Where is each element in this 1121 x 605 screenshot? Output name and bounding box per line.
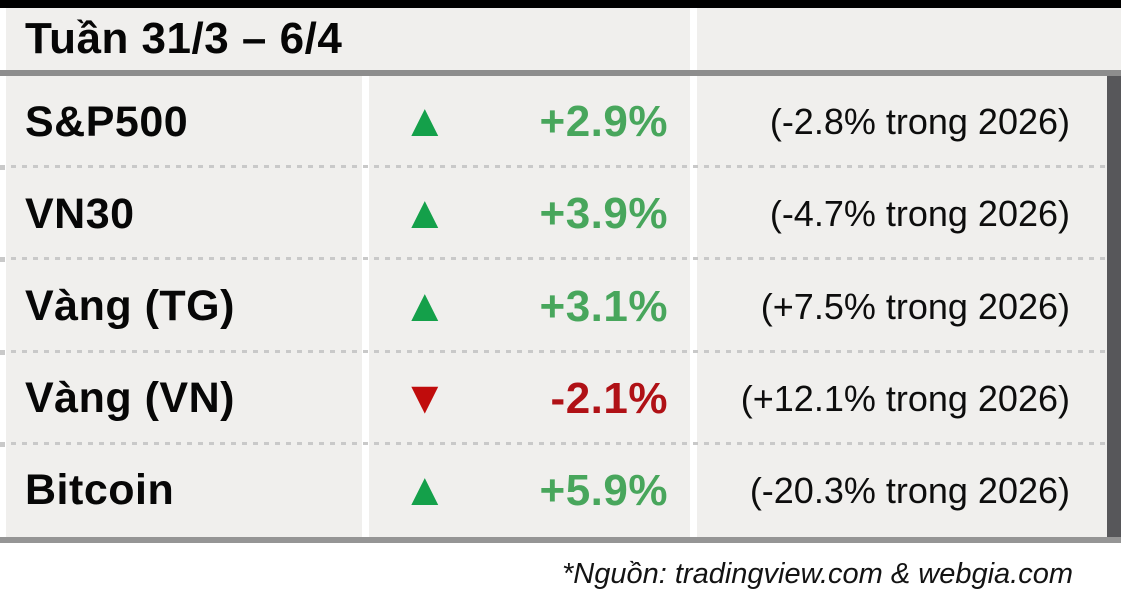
weekly-change-value: +3.1% (539, 281, 668, 331)
right-edge-strip (1107, 76, 1121, 537)
weekly-change-cell: ▲ +3.9% (369, 168, 690, 261)
column-divider (690, 8, 697, 70)
page-title: Tuần 31/3 – 6/4 (6, 8, 690, 70)
triangle-up-icon: ▲ (402, 463, 448, 516)
weekly-change-cell: ▲ +2.9% (369, 76, 690, 169)
table-row: VN30 ▲ +3.9% (-4.7% trong 2026) (0, 168, 1121, 263)
source-text: *Nguồn: tradingview.com & webgia.com (562, 557, 1073, 590)
top-border-bar (0, 0, 1121, 8)
ytd-note: (+7.5% trong 2026) (697, 260, 1107, 353)
asset-label: S&P500 (6, 76, 362, 169)
rows: S&P500 ▲ +2.9% (-2.8% trong 2026) VN30 ▲… (0, 76, 1121, 538)
header: Tuần 31/3 – 6/4 (6, 8, 1121, 70)
asset-label: VN30 (6, 168, 362, 261)
triangle-up-icon: ▲ (402, 186, 448, 239)
header-divider-rule (0, 70, 1121, 76)
asset-label: Vàng (TG) (6, 260, 362, 353)
weekly-change-cell: ▲ +5.9% (369, 444, 690, 538)
weekly-change-value: -2.1% (550, 373, 668, 423)
weekly-change-cell: ▼ -2.1% (369, 352, 690, 445)
column-divider (362, 76, 369, 169)
ytd-note: (+12.1% trong 2026) (697, 352, 1107, 445)
triangle-down-icon: ▼ (402, 370, 448, 423)
column-divider (690, 444, 697, 538)
column-divider (362, 168, 369, 261)
ytd-note: (-20.3% trong 2026) (697, 444, 1107, 538)
table-row: Bitcoin ▲ +5.9% (-20.3% trong 2026) (6, 444, 1107, 538)
asset-label: Bitcoin (6, 444, 362, 538)
triangle-up-icon: ▲ (402, 94, 448, 147)
ytd-note: (-4.7% trong 2026) (697, 168, 1107, 261)
triangle-up-icon: ▲ (402, 278, 448, 331)
weekly-change-value: +3.9% (539, 189, 668, 239)
column-divider (362, 444, 369, 538)
ytd-note: (-2.8% trong 2026) (697, 76, 1107, 169)
table-row: Vàng (TG) ▲ +3.1% (+7.5% trong 2026) (0, 260, 1121, 355)
asset-label: Vàng (VN) (6, 352, 362, 445)
weekly-change-cell: ▲ +3.1% (369, 260, 690, 353)
table-row: S&P500 ▲ +2.9% (-2.8% trong 2026) (0, 76, 1121, 171)
weekly-change-value: +2.9% (539, 97, 668, 147)
weekly-change-value: +5.9% (539, 465, 668, 515)
footer-divider-rule (0, 537, 1121, 543)
table-row: Vàng (VN) ▼ -2.1% (+12.1% trong 2026) (0, 352, 1121, 448)
source-footer: *Nguồn: tradingview.com & webgia.com (0, 543, 1121, 605)
column-divider (362, 260, 369, 353)
column-divider (690, 76, 697, 169)
column-divider (690, 352, 697, 445)
column-divider (690, 168, 697, 261)
header-empty-cell (697, 8, 1121, 70)
column-divider (362, 352, 369, 445)
column-divider (690, 260, 697, 353)
